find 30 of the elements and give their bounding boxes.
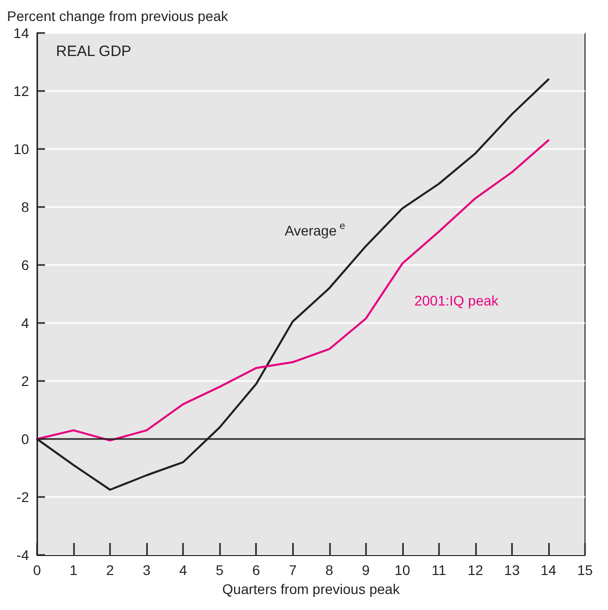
text: REAL GDP [56, 43, 132, 60]
x-tick-label: 6 [252, 562, 260, 578]
x-tick-label: 1 [70, 562, 78, 578]
y-tick-label: 8 [21, 199, 30, 215]
y-tick-label: 12 [13, 83, 30, 99]
x-tick-label: 3 [142, 562, 151, 578]
y-tick-label: -4 [16, 547, 30, 563]
y-axis-title: Percent change from previous peak [7, 8, 230, 24]
y-tick-label: 6 [21, 257, 30, 273]
x-tick-label: 5 [216, 562, 224, 578]
y-tick-label: 10 [13, 141, 30, 157]
y-tick-label: 4 [21, 315, 30, 331]
y-tick-label: 2 [21, 373, 30, 389]
x-tick-label: 4 [179, 562, 188, 578]
y-tick-label: 0 [21, 431, 30, 447]
x-tick-label: 2 [106, 562, 114, 578]
series-label: 2001:IQ peak [414, 292, 500, 309]
x-tick-label: 8 [325, 562, 334, 578]
x-tick-label: 15 [577, 562, 593, 578]
x-axis-title: Quarters from previous peak [222, 580, 401, 597]
x-tick-label: 14 [540, 562, 556, 578]
x-tick-label: 0 [33, 562, 42, 578]
x-tick-label: 10 [394, 562, 410, 578]
x-tick-label: 9 [362, 562, 370, 578]
x-tick-label: 12 [468, 562, 484, 578]
y-tick-label: -2 [16, 489, 30, 505]
x-tick-label: 11 [432, 562, 446, 578]
y-tick-label: 14 [13, 25, 30, 41]
x-tick-label: 13 [504, 562, 520, 578]
x-tick-label: 7 [288, 562, 297, 578]
